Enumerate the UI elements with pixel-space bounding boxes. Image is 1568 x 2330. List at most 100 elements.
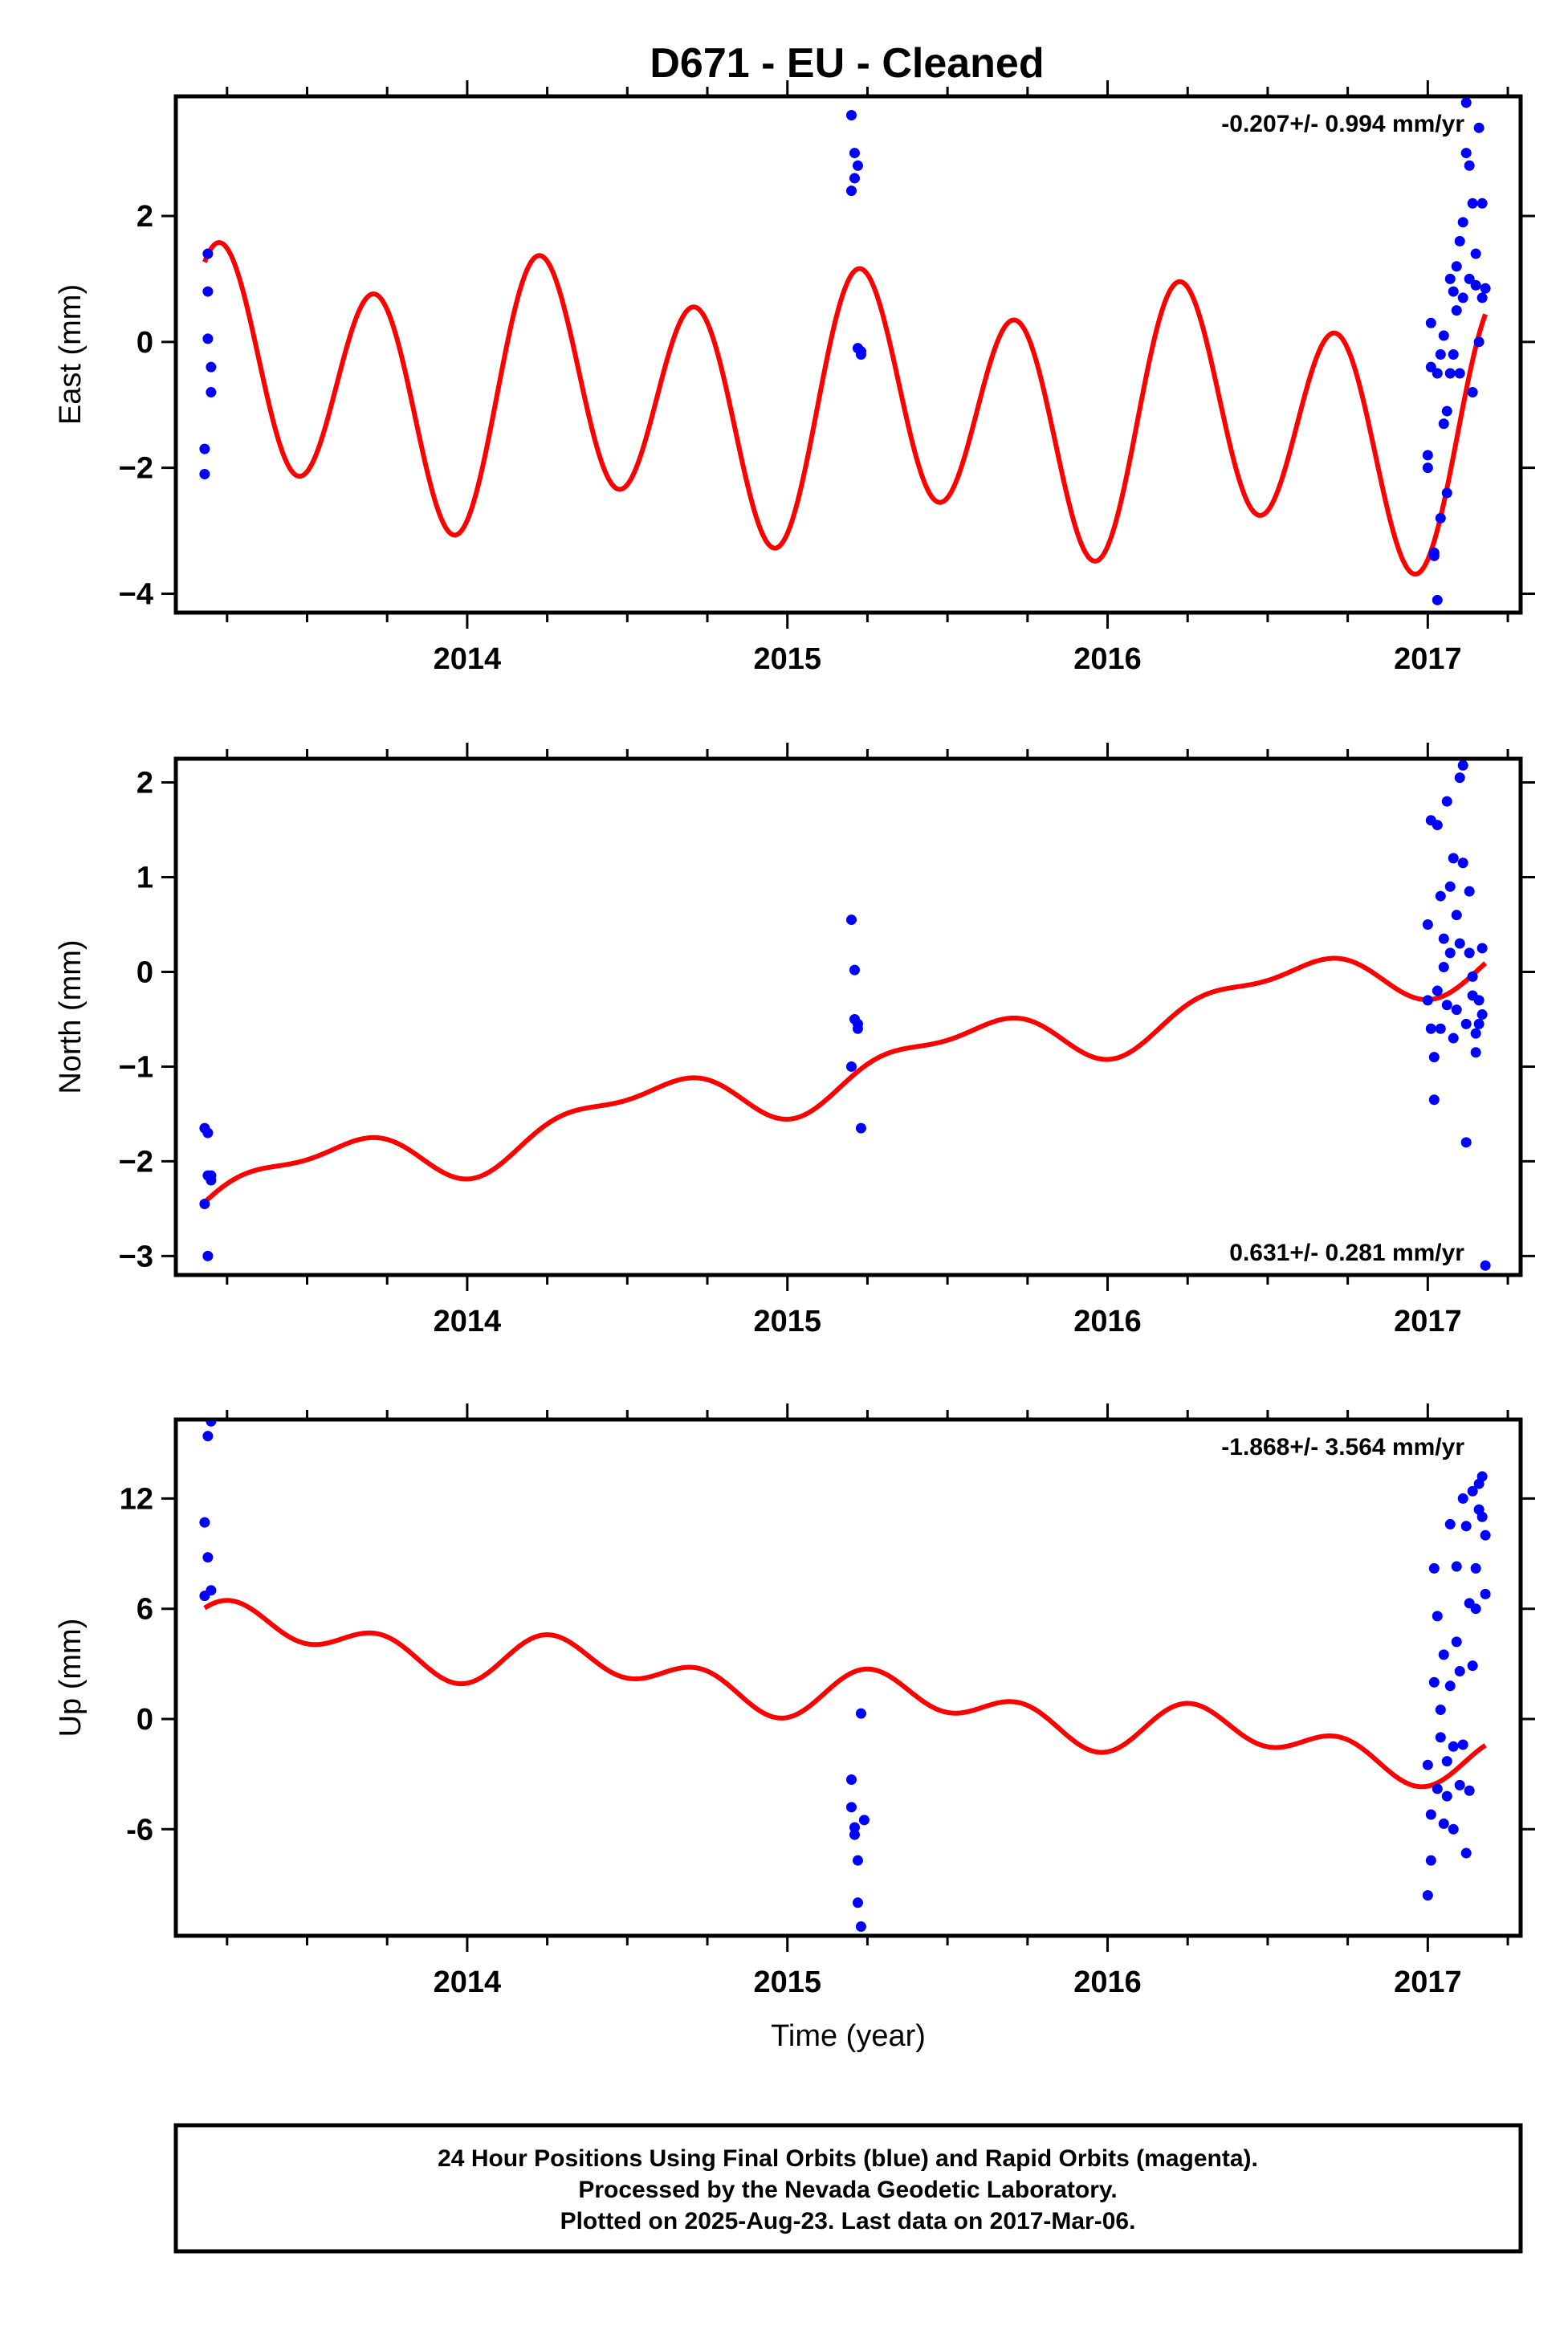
north-data-point: [1428, 1052, 1440, 1063]
up-data-point: [852, 1855, 863, 1866]
up-data-point: [1428, 1562, 1440, 1574]
east-data-point: [855, 346, 866, 357]
north-x-tick-label: 2017: [1394, 1305, 1462, 1338]
north-data-point: [1476, 943, 1488, 954]
north-data-point: [1464, 947, 1475, 959]
north-x-tick-label: 2015: [753, 1305, 821, 1338]
up-data-point: [1425, 1855, 1436, 1866]
east-data-point: [1435, 349, 1446, 360]
up-data-point: [1451, 1636, 1462, 1648]
east-data-point: [202, 248, 214, 259]
north-y-tick-label: −1: [119, 1050, 153, 1084]
up-y-tick-label: -6: [126, 1813, 153, 1847]
east-data-point: [1441, 487, 1452, 499]
up-data-point: [1448, 1741, 1459, 1752]
east-data-point: [1425, 361, 1436, 373]
north-data-point: [1454, 772, 1465, 784]
north-plot-frame: [173, 756, 1523, 1277]
north-data-point: [1422, 919, 1433, 930]
east-data-point: [845, 185, 857, 197]
east-data-point: [1476, 198, 1488, 209]
north-x-tick-label: 2014: [434, 1305, 502, 1338]
east-data-point: [1425, 317, 1436, 328]
north-data-point: [1473, 1018, 1485, 1029]
up-data-point: [1422, 1890, 1433, 1901]
north-data-point: [1460, 1137, 1472, 1148]
up-x-axis-label: Time (year): [771, 2019, 926, 2053]
footer-line-1: 24 Hour Positions Using Final Orbits (bl…: [438, 2145, 1258, 2172]
east-data-point: [1460, 98, 1472, 108]
up-x-tick-label: 2016: [1073, 1965, 1142, 1999]
east-data-point: [1428, 548, 1440, 559]
north-data-point: [1464, 886, 1475, 897]
up-x-tick-label: 2014: [434, 1965, 502, 1999]
up-plot-frame: [173, 1417, 1523, 1938]
north-data-point: [1457, 857, 1468, 869]
east-data-point: [1438, 418, 1449, 430]
footer-frame: [173, 2123, 1523, 2254]
north-data-point: [1473, 995, 1485, 1006]
east-panel: 2014 2015 2016 2017 −4 −2 0 2 East (mm) -0.207+/-…: [54, 80, 1535, 676]
up-data-point: [1438, 1818, 1449, 1829]
east-data-point: [1451, 261, 1462, 272]
up-data-point: [855, 1708, 866, 1719]
up-data-point: [1451, 1561, 1462, 1572]
east-x-tick-label: 2015: [753, 642, 821, 676]
up-data-point: [845, 1802, 857, 1813]
east-x-tick-label: 2014: [434, 642, 502, 676]
east-data-point: [1457, 217, 1468, 228]
north-data-point: [1432, 820, 1443, 831]
east-data-point: [1422, 450, 1433, 461]
north-y-tick-label: 1: [136, 861, 153, 894]
north-panel: 2014 2015 2016 2017 −3 −2 −1 0 1 2 North (mm) 0.631…: [54, 743, 1535, 1338]
east-data-point: [1438, 330, 1449, 341]
up-data-point: [1432, 1611, 1443, 1622]
north-data-point: [1448, 1033, 1459, 1044]
up-data-point: [1457, 1493, 1468, 1504]
up-data-point: [1476, 1511, 1488, 1522]
up-data-point: [1432, 1783, 1443, 1794]
up-data-point: [1425, 1809, 1436, 1820]
up-y-tick-label: 12: [120, 1482, 153, 1516]
east-data-point: [1467, 198, 1478, 209]
up-x-tick-label: 2017: [1394, 1965, 1462, 1999]
north-rate-label: 0.631+/- 0.281 mm/yr: [1229, 1240, 1464, 1266]
east-data-point: [1441, 405, 1452, 417]
up-data-point: [1454, 1779, 1465, 1790]
east-y-tick-label: −2: [119, 452, 153, 486]
east-x-tick-label: 2016: [1073, 642, 1142, 676]
north-data-point: [1422, 995, 1433, 1006]
east-data-point: [1432, 368, 1443, 379]
north-data-point: [1428, 1094, 1440, 1106]
up-data-point: [1460, 1521, 1472, 1532]
east-model-curve: [202, 240, 1488, 577]
north-data-point: [199, 1199, 210, 1210]
north-data-point: [1435, 1023, 1446, 1034]
north-data-point: [1451, 910, 1462, 921]
up-data-point: [1464, 1785, 1475, 1796]
up-data-point: [1438, 1649, 1449, 1660]
up-data-point: [1480, 1588, 1491, 1599]
up-model-curve: [203, 1598, 1487, 1790]
up-data-point: [1441, 1756, 1452, 1767]
north-data-point: [206, 1175, 217, 1186]
north-data-point: [1435, 890, 1446, 902]
north-data-layer: [199, 760, 1491, 1271]
east-data-point: [199, 443, 210, 454]
east-data-point: [1422, 462, 1433, 474]
east-data-point: [202, 333, 214, 344]
up-data-point: [206, 1421, 217, 1427]
up-data-point: [202, 1552, 214, 1563]
east-data-point: [1464, 273, 1475, 284]
north-data-point: [1438, 933, 1449, 944]
up-x-tick-label: 2015: [753, 1965, 821, 1999]
footer-line-3: Plotted on 2025-Aug-23. Last data on 201…: [560, 2208, 1136, 2234]
up-data-point: [202, 1431, 214, 1442]
east-rate-label: -0.207+/- 0.994 mm/yr: [1221, 111, 1464, 137]
north-y-tick-label: 2: [136, 766, 153, 800]
footer-box: 24 Hour Positions Using Final Orbits (bl…: [173, 2123, 1523, 2254]
east-data-point: [202, 286, 214, 297]
north-data-point: [855, 1122, 866, 1134]
north-data-point: [1470, 1028, 1481, 1039]
